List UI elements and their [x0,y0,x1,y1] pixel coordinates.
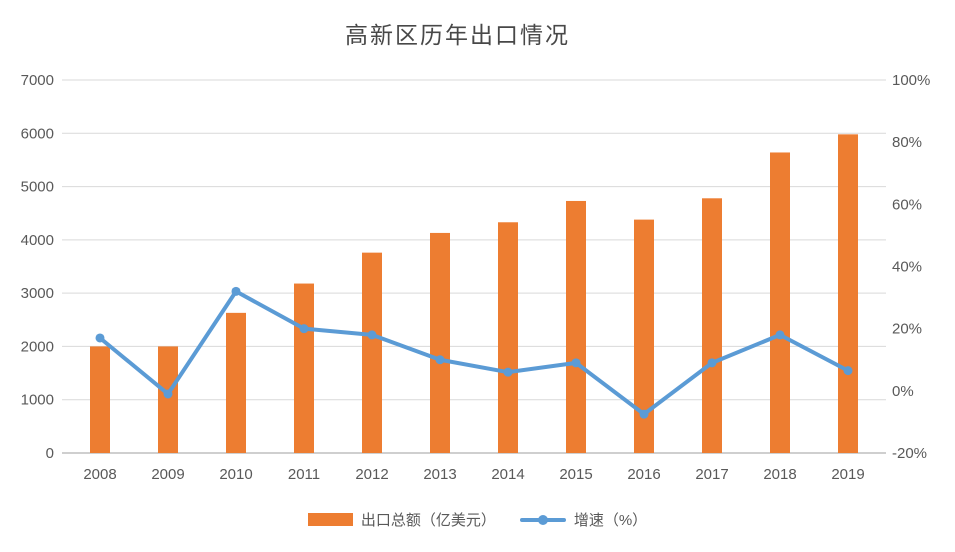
line-legend-marker-icon [537,515,548,525]
bar-2010 [226,312,246,453]
legend-label-exports: 出口总额（亿美元） [360,512,496,529]
bar-2017 [702,198,722,453]
line-marker-2018 [775,330,785,340]
left-axis-tick-label: 4000 [21,232,54,249]
bar-2019 [838,134,858,453]
line-marker-2011 [299,324,309,334]
bar-2012 [362,252,382,453]
bar-2018 [770,152,790,453]
right-axis-tick-label: 0% [892,383,914,400]
x-axis-tick-label: 2008 [83,466,116,483]
x-axis-tick-label: 2018 [763,466,796,483]
line-marker-2017 [707,358,717,368]
right-axis-tick-label: -20% [892,445,927,462]
line-legend-swatch [519,513,566,526]
bar-2014 [498,222,518,453]
left-axis-tick-label: 1000 [21,392,54,409]
bar-2011 [294,283,314,453]
line-marker-2012 [367,330,377,340]
bar-legend-swatch [307,513,353,526]
x-axis-tick-label: 2009 [151,466,184,483]
right-axis-tick-label: 80% [892,134,922,151]
left-axis-tick-label: 2000 [21,338,54,355]
line-marker-2010 [231,286,241,296]
chart-title: 高新区历年出口情况 [345,23,570,49]
x-axis-tick-label: 2010 [219,466,252,483]
line-marker-2009 [163,389,173,399]
x-axis-tick-label: 2012 [355,466,388,483]
line-marker-2008 [95,333,105,343]
x-axis-tick-label: 2015 [559,466,592,483]
line-marker-2013 [435,355,445,365]
line-marker-2019 [843,366,853,376]
left-axis-tick-label: 6000 [21,125,54,142]
x-axis-tick-label: 2016 [627,466,660,483]
line-marker-2016 [639,409,649,419]
x-axis-tick-label: 2011 [288,466,320,483]
x-axis-tick-label: 2017 [695,466,728,483]
x-axis-tick-label: 2013 [423,466,456,483]
bar-2008 [90,346,110,453]
line-marker-2015 [571,358,581,368]
left-axis-tick-label: 7000 [21,72,54,89]
legend-item-growth: 增速（%） [519,509,648,530]
legend-item-exports: 出口总额（亿美元） [307,509,496,530]
right-axis-tick-label: 100% [892,72,930,89]
left-axis-tick-label: 3000 [21,285,54,302]
bar-2016 [634,219,654,453]
right-axis-tick-label: 40% [892,259,922,276]
chart-legend: 出口总额（亿美元） 增速（%） [0,509,955,530]
left-axis-tick-label: 5000 [21,179,54,196]
bar-2013 [430,232,450,453]
right-axis-tick-label: 60% [892,196,922,213]
left-axis-tick-label: 0 [46,445,54,462]
growth-line [98,289,850,417]
legend-label-growth: 增速（%） [573,512,648,529]
x-axis-tick-label: 2014 [491,466,524,483]
x-axis-tick-label: 2019 [831,466,864,483]
bar-2009 [158,346,178,453]
bar-2015 [566,200,586,453]
line-marker-2014 [503,367,513,377]
right-axis-tick-label: 20% [892,321,922,338]
